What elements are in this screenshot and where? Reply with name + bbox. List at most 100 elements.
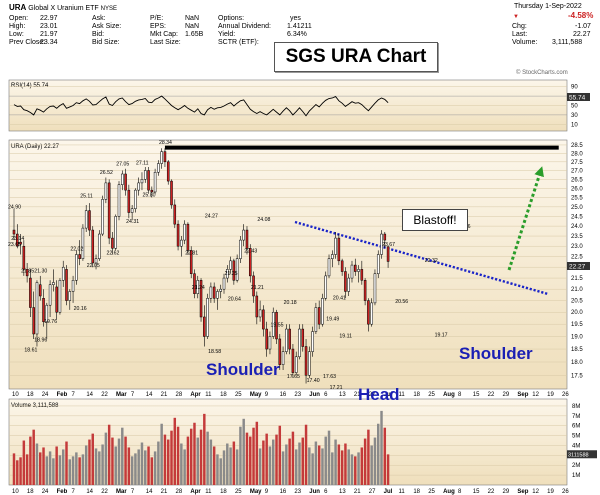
x-axis-label: 19 — [547, 489, 554, 495]
x-axis-label: 16 — [280, 489, 287, 495]
volume-bar-up — [222, 450, 226, 485]
volume-bar-down — [344, 443, 347, 485]
price-value-label: 28.34 — [159, 140, 172, 146]
candle-down — [386, 246, 390, 262]
x-axis-label: 10 — [12, 392, 19, 398]
volume-bar-down — [193, 422, 196, 485]
volume-bar-down — [199, 429, 203, 485]
volume-bar-down — [107, 424, 111, 485]
candle-up — [117, 184, 121, 217]
volume-bar-up — [52, 458, 55, 485]
x-axis-label: 9 — [265, 392, 269, 398]
volume-bar-up — [235, 449, 239, 485]
candle-up — [58, 280, 62, 313]
volume-bar-up — [242, 418, 245, 485]
candle-down — [166, 161, 170, 182]
x-axis-label: 29 — [503, 392, 510, 398]
volume-bar-down — [317, 445, 321, 485]
volume-bar-down — [265, 433, 268, 485]
volume-bar-up — [377, 423, 380, 485]
candle-down — [147, 170, 150, 191]
stat-asksize-label: Ask Size: — [92, 23, 122, 30]
candle-up — [81, 227, 85, 259]
price-value-label: 22.02 — [70, 246, 83, 252]
volume-bar-up — [114, 446, 117, 485]
rsi-axis: 1030507090 — [571, 85, 578, 129]
price-value-label: 23.65 — [8, 242, 21, 248]
rsi-tick-label: 50 — [571, 104, 578, 110]
x-axis-label: 26 — [562, 489, 569, 495]
stat-volume-value: 3,111,588 — [552, 39, 583, 46]
x-axis-label: 12 — [532, 392, 539, 398]
candle-up — [258, 309, 262, 318]
volume-bar-up — [268, 446, 272, 485]
stat-yield-label: Yield: — [218, 31, 236, 38]
candlestick-series — [12, 148, 390, 384]
candle-down — [22, 245, 26, 270]
volume-bar-down — [39, 452, 42, 485]
candle-up — [294, 356, 298, 373]
candle-down — [127, 189, 131, 213]
candle-down — [383, 233, 387, 241]
stat-prevclose-value: 23.34 — [40, 39, 58, 46]
x-axis-label: 21 — [161, 489, 168, 495]
x-axis-label: 6 — [324, 392, 328, 398]
price-value-label: 22.43 — [244, 248, 257, 254]
candle-down — [255, 295, 259, 318]
stat-options-label: Options: — [218, 15, 245, 22]
stat-prevclose-label: Prev Close: — [9, 39, 46, 46]
volume-bar-down — [386, 454, 390, 485]
volume-bar-down — [340, 450, 344, 485]
x-axis-label: Feb — [57, 392, 68, 398]
volume-bar-up — [75, 452, 78, 485]
candle-down — [367, 300, 370, 325]
volume-tick-label: 6M — [572, 424, 580, 430]
x-axis-label: 19 — [547, 392, 554, 398]
candle-down — [16, 233, 19, 247]
volume-bar-up — [84, 445, 88, 485]
price-value-label: 24.08 — [257, 217, 270, 223]
x-axis-label: 18 — [27, 489, 34, 495]
candle-up — [373, 273, 377, 304]
price-value-label: 19.49 — [326, 317, 339, 323]
x-axis-label: 15 — [473, 489, 480, 495]
candle-up — [308, 351, 311, 376]
price-value-label: 21.25 — [225, 271, 238, 277]
volume-bar-up — [334, 439, 337, 485]
volume-bar-up — [94, 448, 98, 485]
candle-down — [252, 275, 255, 297]
price-value-label: 17.21 — [330, 385, 343, 391]
volume-bar-up — [121, 427, 124, 485]
candle-up — [140, 179, 144, 184]
candle-up — [121, 173, 124, 185]
volume-bar-down — [150, 457, 154, 485]
volume-bar-down — [354, 456, 357, 485]
volume-bar-up — [101, 444, 104, 485]
volume-bar-down — [262, 440, 265, 485]
stat-sctr-label: SCTR (ETF): — [218, 39, 259, 46]
volume-tick-label: 5M — [572, 434, 580, 440]
candle-up — [94, 258, 98, 264]
price-tick-label: 19.5 — [571, 322, 583, 328]
volume-bar-down — [367, 429, 370, 485]
x-axis-label: 22 — [488, 392, 495, 398]
volume-bars — [12, 410, 390, 485]
stat-eps-value: NaN — [185, 23, 200, 30]
stat-low-value: 21.97 — [40, 31, 58, 38]
volume-bar-up — [219, 458, 222, 485]
price-value-label: 25.80 — [143, 193, 156, 199]
volume-bar-down — [78, 457, 81, 485]
price-value-label: 24.90 — [8, 205, 21, 211]
volume-bar-down — [166, 439, 170, 485]
price-value-label: 20.64 — [228, 297, 241, 303]
volume-bar-up — [314, 441, 318, 485]
change-percent: -4.58% — [568, 11, 594, 20]
candle-down — [199, 280, 203, 318]
volume-bar-down — [32, 429, 35, 485]
candle-up — [45, 304, 49, 323]
candle-up — [324, 275, 328, 299]
candle-down — [163, 151, 167, 163]
volume-bar-down — [163, 434, 167, 485]
volume-bar-down — [124, 436, 127, 485]
volume-bar-down — [12, 453, 16, 485]
